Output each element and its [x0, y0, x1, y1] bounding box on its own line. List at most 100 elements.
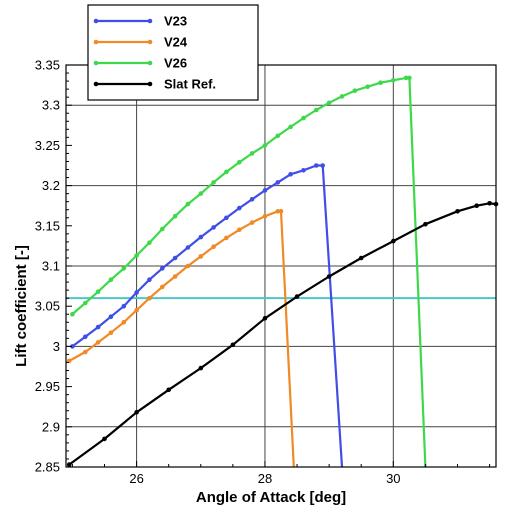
x-axis-title: Angle of Attack [deg]	[196, 489, 346, 506]
data-point	[211, 225, 216, 230]
y-axis-title: Lift coefficient [-]	[13, 245, 30, 367]
y-tick-label: 3	[53, 339, 60, 354]
series-v24	[66, 209, 295, 468]
legend-label: V24	[164, 35, 188, 50]
y-axis-ticks: 2.85 2.9 2.95 3 3.05 3.1 3.15 3.2 3.25 3.3 3.35	[35, 58, 72, 475]
data-point	[134, 253, 139, 258]
data-point	[320, 163, 326, 168]
data-point	[249, 151, 255, 156]
data-point	[423, 221, 428, 227]
legend: V23 V24 V26 Slat Ref.	[87, 4, 259, 101]
legend-label: Slat Ref.	[164, 77, 216, 92]
data-point	[134, 410, 139, 415]
data-point	[198, 234, 204, 240]
data-point	[275, 180, 281, 185]
legend-marker	[93, 18, 99, 24]
series-line	[68, 202, 497, 466]
data-point	[224, 235, 229, 241]
data-point	[160, 266, 165, 271]
legend-label: V26	[164, 56, 187, 71]
data-point	[172, 213, 178, 219]
data-point	[95, 289, 101, 295]
data-point	[326, 100, 332, 106]
data-point	[198, 191, 204, 196]
data-point	[249, 220, 255, 225]
legend-marker	[147, 81, 153, 87]
data-point	[378, 80, 383, 85]
y-tick-label: 3.1	[42, 259, 60, 274]
data-point	[83, 334, 88, 340]
x-tick-label: 28	[258, 471, 272, 486]
data-point	[352, 88, 358, 93]
legend-item: Slat Ref.	[93, 77, 216, 92]
series-slat-ref	[66, 201, 499, 467]
data-point	[70, 311, 75, 317]
data-point	[314, 163, 319, 168]
data-point	[121, 320, 127, 325]
x-tick-label: 30	[386, 471, 400, 486]
data-point	[70, 344, 75, 349]
series-line	[68, 210, 295, 468]
y-tick-label: 3.3	[42, 98, 60, 113]
legend-marker	[147, 39, 153, 45]
data-point	[262, 213, 268, 219]
data-point	[301, 168, 306, 173]
series-line	[71, 164, 344, 468]
data-point	[211, 180, 216, 185]
data-point	[185, 201, 191, 207]
data-point	[147, 240, 152, 245]
data-point	[95, 340, 101, 345]
data-point	[83, 300, 88, 306]
data-point	[185, 263, 191, 269]
data-point	[172, 255, 178, 261]
data-point	[224, 169, 229, 175]
data-point	[288, 124, 293, 130]
y-tick-label: 2.85	[35, 460, 60, 475]
data-point	[198, 254, 204, 259]
series-layer	[66, 75, 499, 468]
legend-label: V23	[164, 14, 187, 29]
data-point	[237, 227, 242, 233]
data-point	[391, 238, 396, 244]
data-point	[83, 349, 88, 355]
data-point	[262, 188, 268, 193]
legend-marker	[147, 18, 153, 24]
legend-item: V24	[93, 35, 188, 50]
x-axis-ticks: 26 28 30	[71, 461, 491, 486]
series-v23	[70, 163, 344, 468]
data-point	[391, 78, 396, 83]
data-point	[230, 342, 236, 348]
data-point	[211, 244, 216, 249]
data-point	[185, 245, 191, 250]
data-point	[407, 75, 412, 81]
data-point	[314, 107, 319, 113]
data-point	[160, 226, 165, 232]
data-point	[172, 274, 178, 279]
data-point	[108, 277, 114, 283]
data-point	[224, 215, 229, 221]
legend-marker	[93, 39, 99, 45]
grid-lines	[66, 65, 496, 467]
y-tick-label: 3.25	[35, 138, 60, 153]
data-point	[102, 436, 107, 442]
y-tick-label: 3.15	[35, 218, 60, 233]
series-v26	[70, 75, 427, 468]
data-point	[134, 307, 139, 313]
data-point	[249, 197, 255, 202]
data-point	[160, 284, 165, 290]
data-point	[95, 324, 101, 330]
legend-item: V23	[93, 14, 187, 29]
data-point	[358, 255, 364, 261]
y-tick-label: 3.05	[35, 299, 60, 314]
data-point	[474, 203, 480, 208]
data-point	[237, 160, 242, 165]
data-point	[365, 84, 370, 89]
data-point	[294, 294, 300, 299]
legend-marker	[147, 60, 153, 66]
data-point	[275, 209, 281, 214]
data-point	[275, 133, 281, 139]
data-point	[288, 172, 293, 177]
data-point	[134, 290, 139, 295]
data-point	[108, 314, 114, 320]
